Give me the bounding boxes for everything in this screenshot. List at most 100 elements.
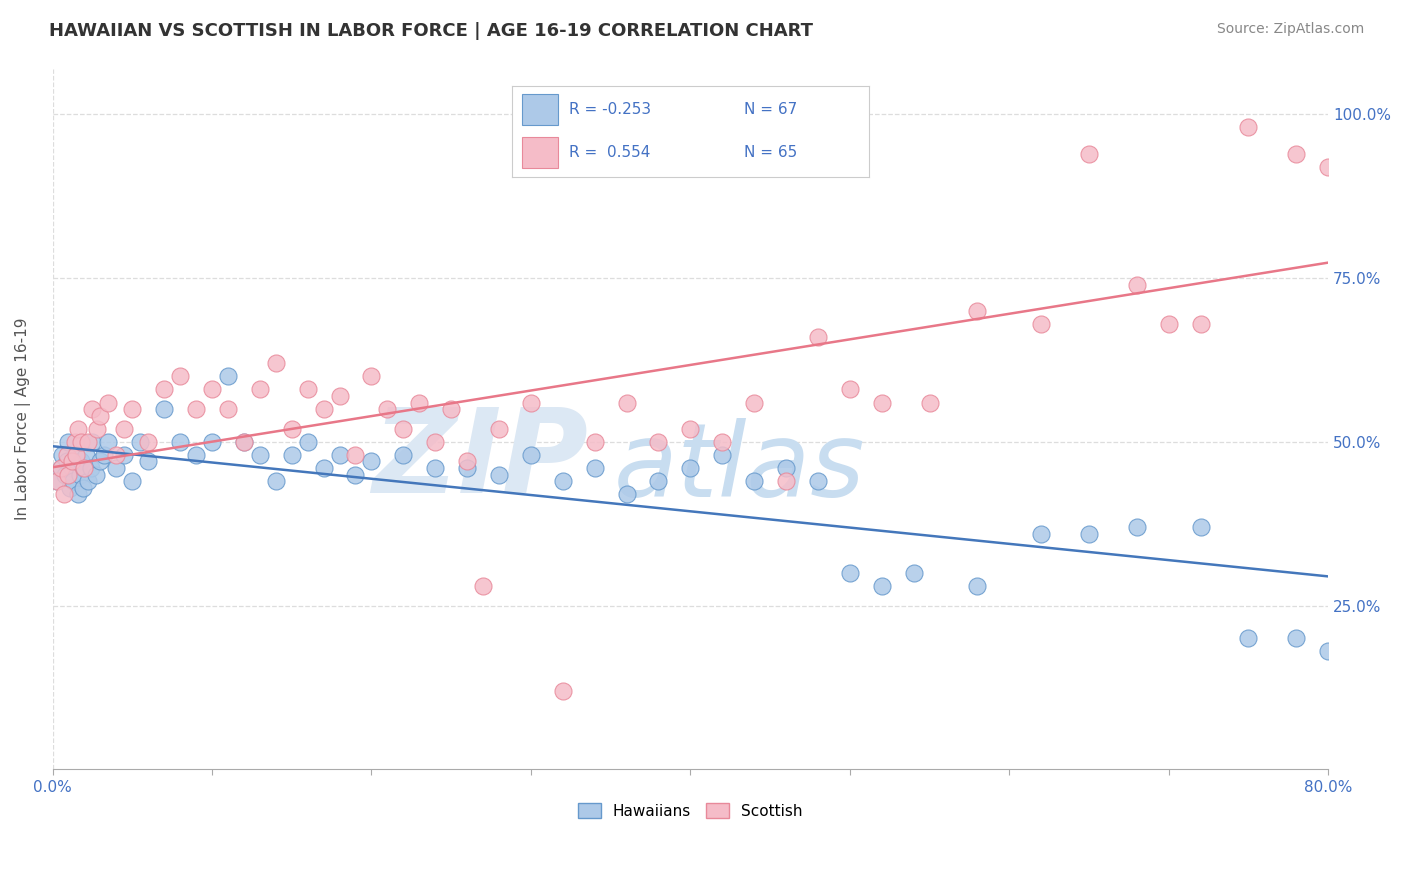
- Point: [472, 579, 495, 593]
- Point: [520, 395, 543, 409]
- Point: [84, 467, 107, 482]
- Point: [1285, 146, 1308, 161]
- Point: [551, 683, 574, 698]
- Point: [742, 474, 765, 488]
- Point: [297, 434, 319, 449]
- Point: [93, 448, 115, 462]
- Point: [1189, 317, 1212, 331]
- Point: [112, 448, 135, 462]
- Point: [67, 422, 90, 436]
- Point: [169, 434, 191, 449]
- Point: [232, 434, 254, 449]
- Point: [89, 454, 111, 468]
- Point: [870, 579, 893, 593]
- Point: [870, 395, 893, 409]
- Point: [49, 461, 72, 475]
- Point: [217, 369, 239, 384]
- Text: HAWAIIAN VS SCOTTISH IN LABOR FORCE | AGE 16-19 CORRELATION CHART: HAWAIIAN VS SCOTTISH IN LABOR FORCE | AG…: [49, 22, 813, 40]
- Point: [488, 467, 510, 482]
- Point: [56, 448, 79, 462]
- Point: [1237, 632, 1260, 646]
- Point: [456, 454, 478, 468]
- Point: [86, 422, 108, 436]
- Point: [217, 402, 239, 417]
- Point: [520, 448, 543, 462]
- Point: [46, 474, 69, 488]
- Point: [742, 395, 765, 409]
- Text: atlas: atlas: [614, 418, 865, 518]
- Point: [62, 474, 84, 488]
- Point: [201, 434, 224, 449]
- Point: [232, 434, 254, 449]
- Text: ZIP: ZIP: [373, 403, 588, 518]
- Point: [408, 395, 430, 409]
- Point: [280, 422, 302, 436]
- Point: [1317, 644, 1340, 658]
- Point: [328, 389, 350, 403]
- Point: [129, 434, 152, 449]
- Point: [264, 356, 287, 370]
- Point: [121, 474, 143, 488]
- Point: [1078, 526, 1101, 541]
- Point: [76, 474, 98, 488]
- Point: [105, 448, 128, 462]
- Point: [838, 383, 860, 397]
- Point: [647, 474, 669, 488]
- Point: [60, 461, 83, 475]
- Point: [75, 448, 97, 462]
- Point: [1189, 520, 1212, 534]
- Point: [1126, 277, 1149, 292]
- Point: [903, 566, 925, 580]
- Point: [70, 454, 93, 468]
- Point: [80, 461, 103, 475]
- Point: [89, 409, 111, 423]
- Point: [121, 402, 143, 417]
- Point: [97, 395, 120, 409]
- Point: [136, 434, 159, 449]
- Point: [69, 467, 91, 482]
- Point: [60, 454, 83, 468]
- Point: [1029, 526, 1052, 541]
- Point: [51, 448, 73, 462]
- Point: [297, 383, 319, 397]
- Point: [679, 461, 702, 475]
- Point: [425, 434, 447, 449]
- Point: [73, 461, 96, 475]
- Point: [583, 461, 606, 475]
- Point: [65, 448, 87, 462]
- Point: [328, 448, 350, 462]
- Point: [392, 422, 415, 436]
- Point: [184, 448, 207, 462]
- Point: [58, 434, 80, 449]
- Point: [377, 402, 399, 417]
- Point: [616, 395, 638, 409]
- Point: [488, 422, 510, 436]
- Point: [264, 474, 287, 488]
- Point: [53, 467, 76, 482]
- Point: [360, 369, 382, 384]
- Point: [280, 448, 302, 462]
- Point: [72, 481, 94, 495]
- Point: [344, 467, 367, 482]
- Point: [153, 402, 176, 417]
- Point: [616, 487, 638, 501]
- Y-axis label: In Labor Force | Age 16-19: In Labor Force | Age 16-19: [15, 318, 31, 520]
- Point: [1285, 632, 1308, 646]
- Point: [1348, 120, 1371, 135]
- Point: [97, 434, 120, 449]
- Point: [59, 481, 82, 495]
- Text: Source: ZipAtlas.com: Source: ZipAtlas.com: [1216, 22, 1364, 37]
- Point: [312, 402, 335, 417]
- Point: [1317, 160, 1340, 174]
- Point: [360, 454, 382, 468]
- Point: [65, 448, 87, 462]
- Legend: Hawaiians, Scottish: Hawaiians, Scottish: [572, 797, 808, 825]
- Point: [966, 579, 988, 593]
- Point: [647, 434, 669, 449]
- Point: [249, 383, 271, 397]
- Point: [807, 474, 830, 488]
- Point: [711, 448, 734, 462]
- Point: [249, 448, 271, 462]
- Point: [711, 434, 734, 449]
- Point: [70, 434, 93, 449]
